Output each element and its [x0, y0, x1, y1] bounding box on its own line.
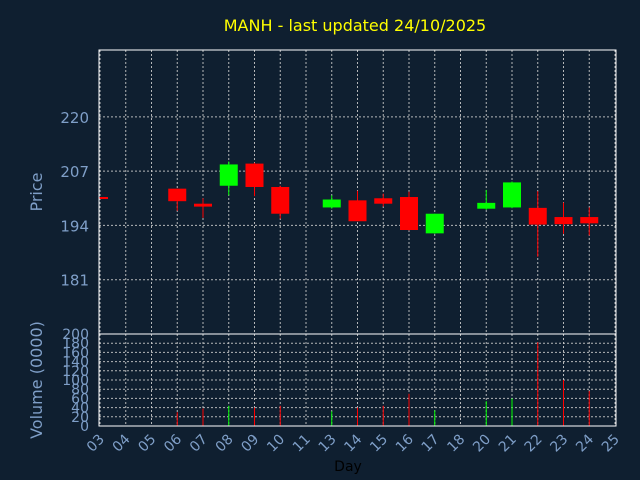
- candle: [503, 181, 521, 209]
- candle-body: [374, 198, 393, 204]
- candle-body: [580, 217, 599, 224]
- candle: [554, 202, 573, 234]
- candle: [528, 191, 547, 257]
- price-panel: 181 194 207 220 Price: [27, 49, 617, 335]
- candle: [400, 191, 418, 231]
- volume-tick-label: 180: [62, 336, 89, 352]
- price-tick-label: 220: [60, 109, 89, 127]
- candle: [194, 198, 212, 218]
- candle: [477, 189, 496, 210]
- volume-tick-label: 60: [71, 391, 89, 407]
- candle-body: [194, 203, 212, 207]
- candle-body: [554, 217, 573, 225]
- candle: [245, 162, 264, 197]
- volume-tick-label: 100: [62, 373, 89, 389]
- chart-title: MANH - last updated 24/10/2025: [224, 16, 486, 35]
- volume-plot-frame: [98, 333, 617, 427]
- candle: [99, 197, 108, 200]
- candle: [425, 213, 444, 234]
- price-y-tick-labels: 181 194 207 220: [60, 109, 89, 290]
- x-axis-label: Day: [334, 459, 362, 475]
- volume-bars: [176, 342, 590, 426]
- candle-body: [245, 163, 264, 187]
- volume-tick-label: 160: [62, 345, 89, 361]
- candle-body: [100, 197, 108, 200]
- candle-body: [168, 188, 187, 202]
- candle: [374, 193, 393, 207]
- candle-body: [322, 199, 341, 208]
- price-tick-label: 194: [60, 217, 89, 235]
- price-tick-label: 207: [60, 163, 89, 181]
- candle-body: [425, 213, 444, 234]
- candle-body: [271, 186, 290, 214]
- candle: [348, 190, 367, 222]
- candle: [219, 161, 238, 196]
- volume-tick-label: 120: [62, 364, 89, 380]
- volume-tick-label: 40: [71, 401, 89, 417]
- candle-body: [400, 197, 418, 231]
- volume-tick-label: 200: [62, 327, 89, 343]
- candle: [580, 207, 599, 236]
- volume-tick-label: 80: [71, 382, 89, 398]
- candle-body: [219, 164, 238, 186]
- candle: [271, 185, 290, 219]
- candle: [322, 195, 341, 209]
- candle-body: [503, 182, 521, 208]
- volume-tick-label: 0: [80, 419, 89, 435]
- volume-axis-label: Volume (0000): [27, 321, 46, 439]
- price-candles: [99, 161, 599, 257]
- volume-tick-label: 140: [62, 355, 89, 371]
- price-axis-label: Price: [27, 172, 46, 211]
- candle-body: [477, 202, 496, 209]
- candle-body: [348, 200, 367, 222]
- price-tick-label: 181: [60, 272, 89, 290]
- candle-body: [528, 207, 547, 225]
- volume-tick-label: 20: [71, 410, 89, 426]
- candle: [168, 188, 187, 211]
